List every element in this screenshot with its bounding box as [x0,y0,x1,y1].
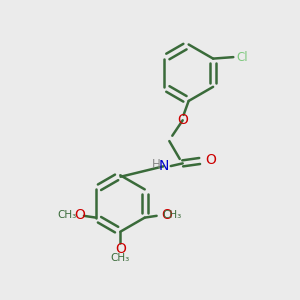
Text: O: O [74,208,85,222]
Text: H: H [152,158,160,171]
Text: N: N [158,159,169,173]
Text: O: O [115,242,126,256]
Text: CH₃: CH₃ [163,210,182,220]
Text: Cl: Cl [237,51,248,64]
Text: CH₃: CH₃ [111,253,130,262]
Text: O: O [162,208,172,222]
Text: O: O [205,153,216,167]
Text: CH₃: CH₃ [57,210,76,220]
Text: O: O [177,113,188,127]
